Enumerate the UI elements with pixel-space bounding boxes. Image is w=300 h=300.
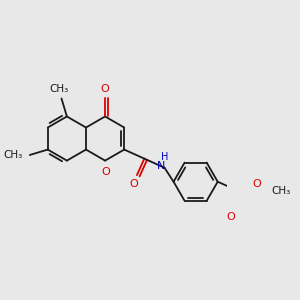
Text: N: N xyxy=(157,160,165,171)
Text: CH₃: CH₃ xyxy=(50,84,69,94)
Text: O: O xyxy=(253,178,262,188)
Text: H: H xyxy=(161,152,169,162)
Text: O: O xyxy=(102,167,110,176)
Text: CH₃: CH₃ xyxy=(3,150,22,160)
Text: O: O xyxy=(226,212,235,222)
Text: CH₃: CH₃ xyxy=(272,186,291,196)
Text: O: O xyxy=(100,84,109,94)
Text: O: O xyxy=(129,179,138,189)
